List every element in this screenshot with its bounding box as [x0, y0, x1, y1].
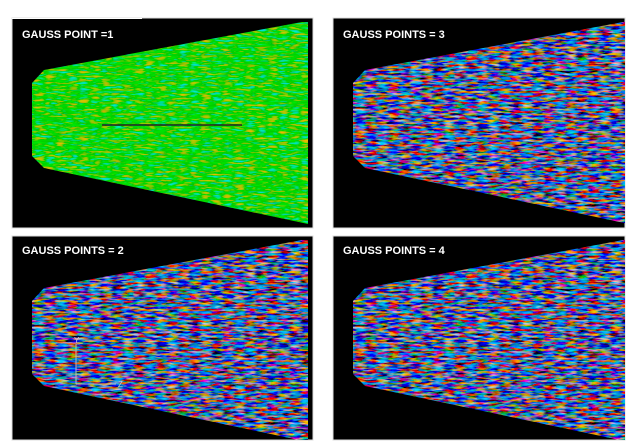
- panel: GAUSS POINTS = 2 Y Z: [12, 236, 313, 440]
- axis-label: Y: [74, 336, 80, 345]
- figure: GAUSS POINT =1 GAUSS POINTS = 3 GAUSS PO…: [0, 0, 635, 447]
- panel: GAUSS POINTS = 4: [333, 236, 625, 440]
- panel-label: GAUSS POINTS = 3: [343, 29, 445, 41]
- tab-edge: [12, 18, 142, 19]
- panel-label: GAUSS POINTS = 4: [343, 245, 446, 257]
- panel-label: GAUSS POINTS = 2: [22, 245, 124, 257]
- panel-label: GAUSS POINT =1: [22, 29, 113, 41]
- axis-label: Z: [118, 380, 123, 389]
- panel: GAUSS POINT =1: [12, 18, 313, 228]
- panel: GAUSS POINTS = 3: [333, 18, 625, 228]
